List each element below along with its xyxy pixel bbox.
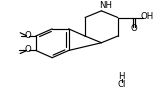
Text: Cl: Cl bbox=[117, 80, 126, 90]
Text: O: O bbox=[130, 24, 137, 33]
Text: O: O bbox=[24, 45, 31, 54]
Text: NH: NH bbox=[99, 1, 112, 10]
Text: O: O bbox=[24, 31, 31, 40]
Text: OH: OH bbox=[140, 12, 154, 22]
Text: H: H bbox=[118, 72, 125, 81]
